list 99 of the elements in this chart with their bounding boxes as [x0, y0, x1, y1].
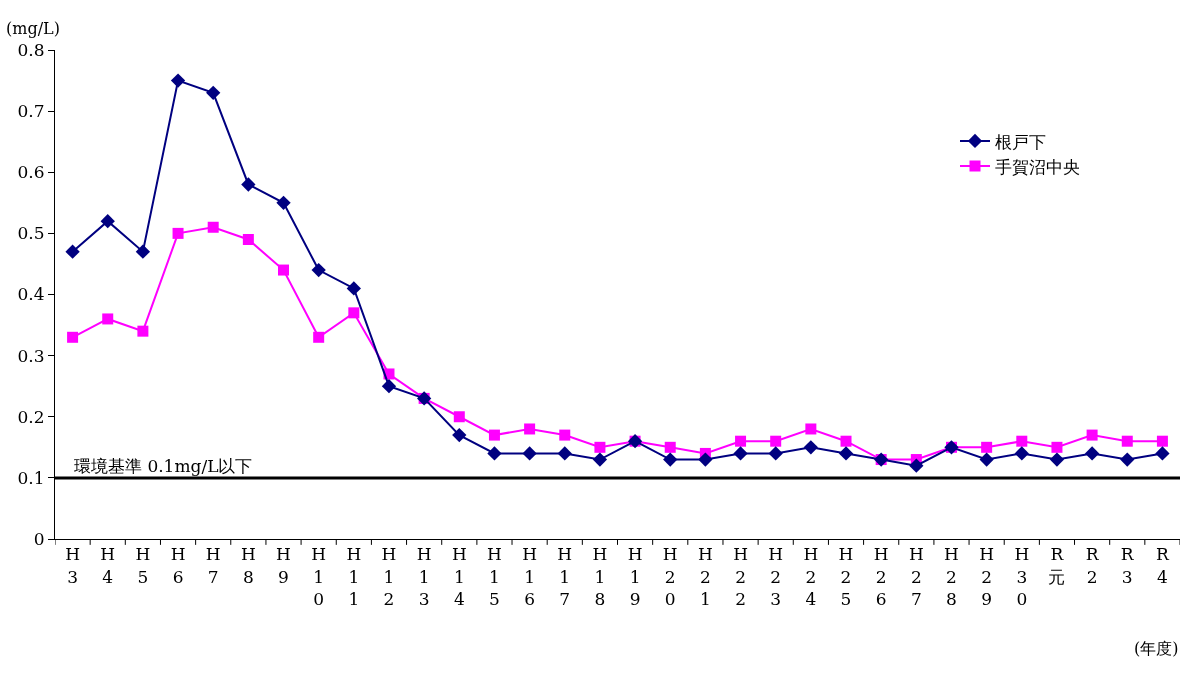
y-axis-title: (mg/L) — [6, 19, 60, 38]
x-tick-label: R元 — [1048, 544, 1066, 587]
x-tick-label: H10 — [311, 544, 327, 609]
x-tick-label: H23 — [768, 544, 784, 609]
point — [805, 423, 817, 435]
x-tick-label: R3 — [1120, 544, 1135, 587]
x-tick-label: H28 — [944, 544, 959, 609]
point — [698, 452, 713, 467]
point — [1051, 441, 1063, 453]
point — [838, 446, 854, 461]
point — [172, 227, 184, 239]
y-tick-label: 0.2 — [17, 406, 45, 427]
point — [346, 281, 361, 296]
legend-label: 根戸下 — [995, 131, 1046, 152]
y-tick-label: 0.4 — [17, 284, 45, 305]
point — [313, 331, 325, 343]
point — [488, 429, 500, 441]
point — [102, 313, 114, 325]
x-tick-label: H16 — [522, 544, 538, 609]
point — [559, 429, 571, 441]
point — [206, 85, 221, 100]
point — [487, 446, 502, 461]
y-tick-label: 0.8 — [17, 39, 45, 60]
point — [592, 452, 608, 467]
point — [1156, 435, 1168, 447]
x-tick-label: H24 — [803, 544, 819, 609]
point — [557, 446, 572, 461]
y-tick-label: 0.3 — [17, 345, 45, 366]
x-tick-label: H3 — [65, 544, 80, 587]
x-tick-label: R2 — [1085, 544, 1100, 587]
x-tick-label: H14 — [451, 544, 467, 609]
legend-label: 手賀沼中央 — [995, 156, 1080, 177]
point — [663, 452, 678, 467]
x-tick-label: H17 — [557, 544, 573, 609]
point — [594, 441, 606, 453]
x-tick-label: H30 — [1014, 544, 1030, 609]
x-tick-label: R4 — [1156, 544, 1171, 587]
x-tick-label: H11 — [346, 544, 362, 609]
point — [524, 423, 536, 435]
y-tick-label: 0.1 — [17, 467, 45, 488]
point — [278, 264, 290, 276]
point — [1016, 435, 1028, 447]
point — [522, 446, 537, 461]
point — [453, 411, 465, 423]
point — [170, 73, 186, 88]
point — [65, 244, 80, 259]
point — [207, 221, 219, 233]
x-tick-label: H19 — [627, 544, 643, 609]
x-tick-label: H21 — [697, 544, 713, 609]
y-tick-label: 0.5 — [17, 223, 45, 244]
point — [137, 325, 149, 337]
x-tick-label: H18 — [592, 544, 608, 609]
ref-line-label: 環境基準 0.1mg/L以下 — [74, 456, 253, 476]
point — [770, 435, 782, 447]
point — [1049, 452, 1065, 467]
point — [768, 446, 783, 461]
point — [1084, 446, 1100, 461]
x-tick-label: H13 — [416, 544, 432, 609]
point — [981, 441, 993, 453]
point — [979, 452, 994, 467]
point — [735, 435, 747, 447]
x-tick-label: H12 — [381, 544, 397, 609]
point — [100, 214, 115, 229]
point — [733, 446, 748, 461]
x-tick-label: H4 — [100, 544, 116, 587]
point — [348, 307, 360, 319]
point — [1121, 435, 1133, 447]
x-tick-label: H7 — [205, 544, 221, 587]
point — [1086, 429, 1098, 441]
x-axis-title: (年度) — [1134, 639, 1179, 658]
y-tick-label: 0.7 — [17, 101, 45, 122]
x-tick-label: H20 — [662, 544, 678, 609]
point — [909, 458, 924, 473]
x-tick-label: H29 — [979, 544, 995, 609]
point — [452, 427, 467, 443]
x-tick-label: H26 — [873, 544, 889, 609]
point — [1120, 452, 1135, 467]
point — [664, 441, 676, 453]
point — [1014, 446, 1029, 461]
x-tick-label: H27 — [908, 544, 924, 609]
x-tick-label: H15 — [487, 544, 502, 609]
point — [276, 195, 291, 210]
point — [803, 440, 819, 455]
x-tick-label: H22 — [733, 544, 748, 609]
point — [311, 262, 326, 278]
point — [242, 233, 254, 245]
y-tick-label: 0 — [33, 528, 45, 549]
x-tick-label: H9 — [276, 544, 291, 587]
point — [381, 379, 397, 394]
point — [135, 244, 151, 259]
x-tick-label: H25 — [838, 544, 854, 609]
y-tick-label: 0.6 — [17, 162, 45, 183]
point — [241, 177, 256, 192]
point — [1155, 446, 1170, 461]
point — [67, 331, 79, 343]
point — [840, 435, 852, 447]
x-tick-label: H8 — [240, 544, 256, 587]
x-tick-label: H5 — [135, 544, 151, 587]
x-tick-label: H6 — [170, 544, 186, 587]
